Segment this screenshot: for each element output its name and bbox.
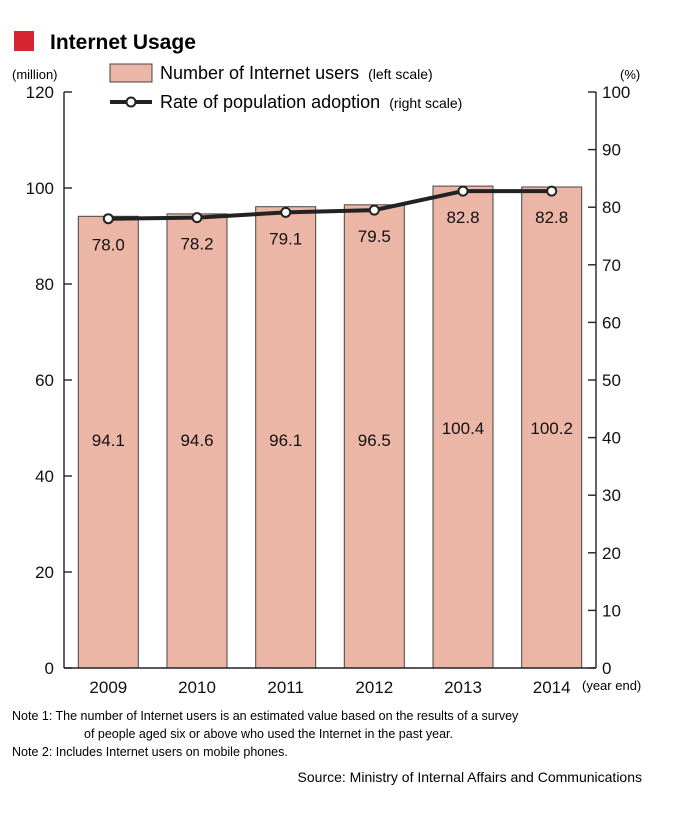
x-tick-label-2011: 2011 <box>267 678 304 697</box>
users-label-2010: 94.6 <box>180 431 213 450</box>
users-label-2009: 94.1 <box>92 431 125 450</box>
legend-bar-name: Number of Internet users <box>160 63 359 83</box>
axes-layer: 0 20 40 60 80 100 120 0 10 20 30 40 50 60 70 80 90 100 200… <box>26 83 631 697</box>
left-tick-label-40: 40 <box>35 467 54 486</box>
bar-2010 <box>166 213 228 669</box>
users-label-2014: 100.2 <box>530 419 573 438</box>
right-tick-label-40: 40 <box>602 429 621 448</box>
note-1-line-1: Note 1: The number of Internet users is … <box>12 709 519 723</box>
adoption-label-2011: 79.1 <box>269 229 302 248</box>
adoption-label-2014: 82.8 <box>535 208 568 227</box>
source-credit: Source: Ministry of Internal Affairs and… <box>298 769 642 785</box>
x-tick-label-2014: 2014 <box>533 678 571 697</box>
bar-2013 <box>432 185 494 669</box>
right-tick-label-100: 100 <box>602 83 630 102</box>
adoption-point-2010 <box>191 212 203 224</box>
adoption-label-2013: 82.8 <box>446 208 479 227</box>
right-tick-label-10: 10 <box>602 601 621 620</box>
bar-2012 <box>343 204 405 669</box>
legend: Number of Internet users (left scale) Ra… <box>109 63 462 112</box>
legend-bar-label: Number of Internet users (left scale) <box>160 63 433 83</box>
title-marker <box>14 31 34 51</box>
adoption-point-2013 <box>457 185 469 197</box>
adoption-point-2012 <box>368 204 380 216</box>
users-label-2012: 96.5 <box>358 431 391 450</box>
left-tick-label-0: 0 <box>45 659 54 678</box>
bar-2014 <box>521 186 583 669</box>
legend-line-name: Rate of population adoption <box>160 92 380 112</box>
bars-layer <box>77 185 583 669</box>
legend-line-marker <box>125 96 137 108</box>
chart-title: Internet Usage <box>50 31 196 54</box>
right-tick-label-70: 70 <box>602 256 621 275</box>
legend-line-suffix: (right scale) <box>389 95 462 111</box>
adoption-point-2014 <box>546 185 558 197</box>
users-label-2013: 100.4 <box>442 419 485 438</box>
adoption-label-2009: 78.0 <box>92 236 125 255</box>
left-axis-unit-label: (million) <box>12 67 58 82</box>
x-tick-label-2012: 2012 <box>355 678 393 697</box>
left-tick-label-20: 20 <box>35 563 54 582</box>
left-tick-label-100: 100 <box>26 179 54 198</box>
right-tick-label-80: 80 <box>602 198 621 217</box>
right-tick-label-90: 90 <box>602 141 621 160</box>
legend-bar-swatch <box>109 63 153 83</box>
data-labels-layer: 78.0 78.2 79.1 79.5 82.8 82.8 94.1 94.6 96.1 96.5… <box>92 208 573 450</box>
adoption-point-2011 <box>280 206 292 218</box>
right-tick-label-50: 50 <box>602 371 621 390</box>
note-2: Note 2: Includes Internet users on mobil… <box>12 745 288 759</box>
legend-line-label: Rate of population adoption (right scale… <box>160 92 462 112</box>
adoption-label-2010: 78.2 <box>180 235 213 254</box>
adoption-point-2009 <box>102 213 114 225</box>
right-tick-label-30: 30 <box>602 486 621 505</box>
adoption-label-2012: 79.5 <box>358 227 391 246</box>
right-axis-unit-label: (%) <box>620 67 640 82</box>
x-axis-unit-label: (year end) <box>582 678 641 693</box>
right-tick-label-20: 20 <box>602 544 621 563</box>
right-tick-label-60: 60 <box>602 313 621 332</box>
x-tick-label-2010: 2010 <box>178 678 216 697</box>
note-1-line-2: of people aged six or above who used the… <box>84 727 453 741</box>
users-label-2011: 96.1 <box>269 431 302 450</box>
right-tick-label-0: 0 <box>602 659 611 678</box>
x-tick-label-2013: 2013 <box>444 678 482 697</box>
left-tick-label-80: 80 <box>35 275 54 294</box>
x-tick-label-2009: 2009 <box>89 678 127 697</box>
legend-bar-suffix: (left scale) <box>368 66 433 82</box>
line-layer <box>102 185 558 225</box>
adoption-rate-line <box>108 189 552 221</box>
left-tick-label-120: 120 <box>26 83 54 102</box>
left-tick-label-60: 60 <box>35 371 54 390</box>
